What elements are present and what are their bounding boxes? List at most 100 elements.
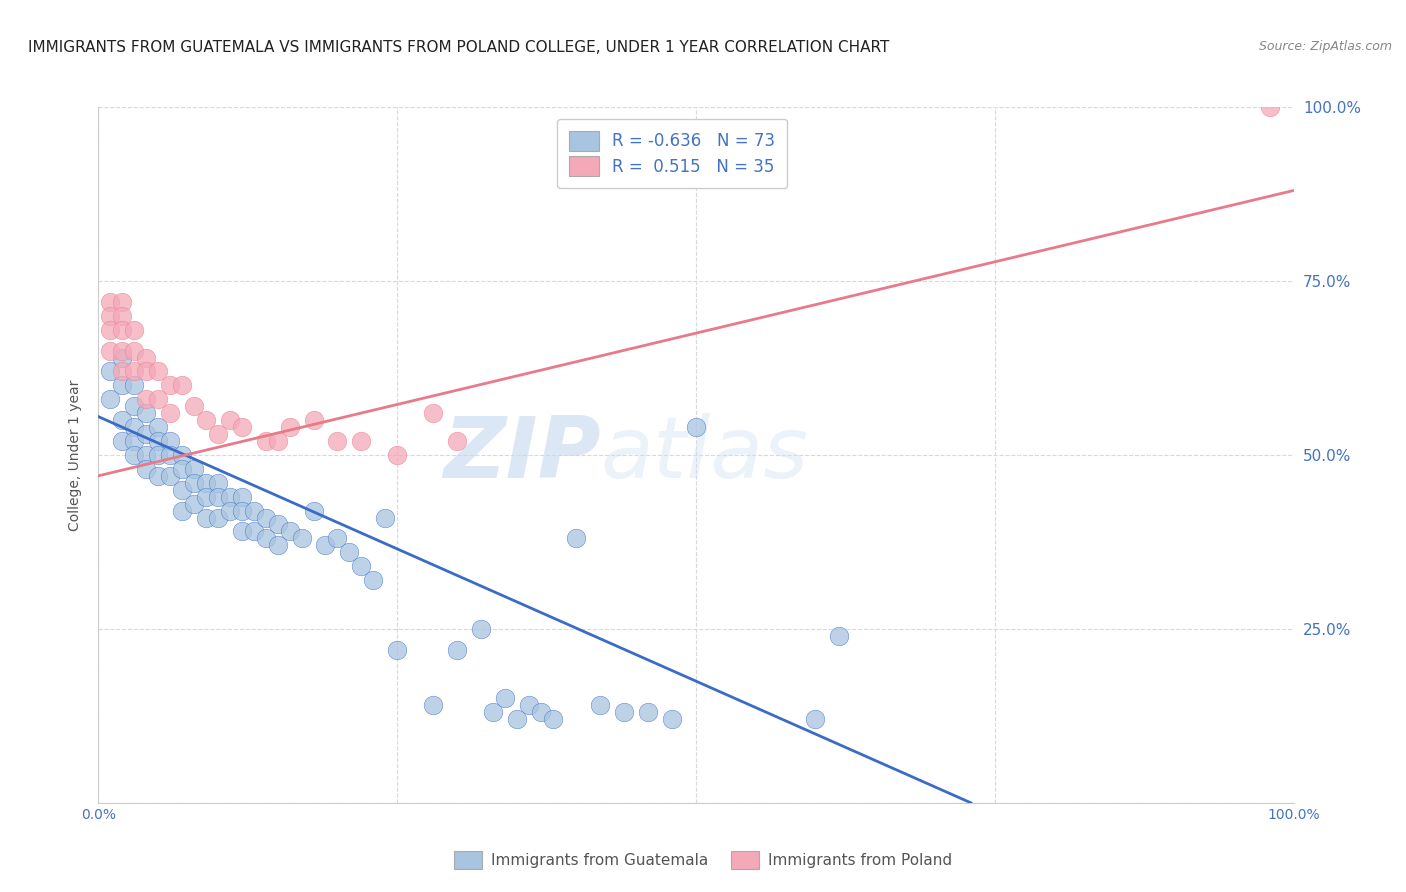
Point bbox=[124, 364, 146, 378]
Text: Source: ZipAtlas.com: Source: ZipAtlas.com bbox=[1258, 40, 1392, 54]
Text: ZIP: ZIP bbox=[443, 413, 600, 497]
Point bbox=[302, 503, 325, 517]
Point bbox=[195, 413, 218, 427]
Point bbox=[159, 406, 181, 420]
Point bbox=[159, 378, 181, 392]
Point bbox=[254, 532, 277, 546]
Point bbox=[111, 294, 134, 309]
Point bbox=[124, 434, 146, 448]
Point bbox=[111, 378, 134, 392]
Point bbox=[98, 323, 122, 337]
Point bbox=[183, 497, 205, 511]
Point bbox=[159, 468, 181, 483]
Point bbox=[291, 532, 314, 546]
Point bbox=[363, 573, 385, 587]
Point bbox=[613, 706, 636, 720]
Point bbox=[231, 524, 253, 539]
Legend: Immigrants from Guatemala, Immigrants from Poland: Immigrants from Guatemala, Immigrants fr… bbox=[449, 845, 957, 875]
Point bbox=[219, 413, 242, 427]
Point bbox=[219, 490, 242, 504]
Point bbox=[219, 503, 242, 517]
Point bbox=[98, 343, 122, 358]
Point bbox=[183, 462, 205, 476]
Text: atlas: atlas bbox=[600, 413, 808, 497]
Point bbox=[111, 351, 134, 365]
Point bbox=[207, 427, 229, 442]
Point bbox=[172, 378, 194, 392]
Point bbox=[267, 434, 290, 448]
Point bbox=[231, 503, 253, 517]
Point bbox=[530, 706, 553, 720]
Point bbox=[446, 642, 468, 657]
Point bbox=[481, 706, 505, 720]
Point bbox=[111, 323, 134, 337]
Point bbox=[172, 448, 194, 462]
Point bbox=[661, 712, 683, 726]
Point bbox=[254, 510, 277, 524]
Point bbox=[148, 448, 170, 462]
Point bbox=[172, 503, 194, 517]
Point bbox=[98, 294, 122, 309]
Point bbox=[1258, 100, 1281, 114]
Point bbox=[124, 378, 146, 392]
Point bbox=[111, 309, 134, 323]
Point bbox=[124, 448, 146, 462]
Point bbox=[148, 420, 170, 434]
Point bbox=[172, 483, 194, 497]
Point bbox=[315, 538, 337, 552]
Point bbox=[135, 406, 157, 420]
Point bbox=[350, 434, 373, 448]
Point bbox=[422, 406, 444, 420]
Point bbox=[828, 629, 851, 643]
Point bbox=[374, 510, 396, 524]
Point bbox=[685, 420, 707, 434]
Point bbox=[339, 545, 361, 559]
Point bbox=[148, 434, 170, 448]
Point bbox=[385, 448, 409, 462]
Point bbox=[111, 413, 134, 427]
Point bbox=[172, 462, 194, 476]
Point bbox=[326, 434, 349, 448]
Point bbox=[207, 475, 229, 490]
Point bbox=[589, 698, 612, 713]
Point bbox=[148, 468, 170, 483]
Point bbox=[148, 364, 170, 378]
Point bbox=[195, 490, 218, 504]
Point bbox=[159, 434, 181, 448]
Point bbox=[470, 622, 492, 636]
Point bbox=[565, 532, 588, 546]
Point bbox=[135, 427, 157, 442]
Point bbox=[98, 364, 122, 378]
Point bbox=[135, 351, 157, 365]
Point bbox=[278, 524, 301, 539]
Point bbox=[302, 413, 325, 427]
Point bbox=[135, 448, 157, 462]
Point bbox=[148, 392, 170, 407]
Point bbox=[326, 532, 349, 546]
Point bbox=[135, 392, 157, 407]
Point bbox=[254, 434, 277, 448]
Y-axis label: College, Under 1 year: College, Under 1 year bbox=[69, 379, 83, 531]
Point bbox=[267, 517, 290, 532]
Point bbox=[446, 434, 468, 448]
Point bbox=[267, 538, 290, 552]
Legend: R = -0.636   N = 73, R =  0.515   N = 35: R = -0.636 N = 73, R = 0.515 N = 35 bbox=[557, 119, 787, 188]
Point bbox=[98, 392, 122, 407]
Point bbox=[278, 420, 301, 434]
Point bbox=[124, 323, 146, 337]
Point bbox=[124, 399, 146, 413]
Point bbox=[243, 524, 266, 539]
Point bbox=[231, 420, 253, 434]
Point bbox=[207, 490, 229, 504]
Point bbox=[135, 364, 157, 378]
Point bbox=[506, 712, 529, 726]
Point bbox=[135, 462, 157, 476]
Point bbox=[124, 343, 146, 358]
Point bbox=[494, 691, 516, 706]
Point bbox=[111, 343, 134, 358]
Point bbox=[541, 712, 564, 726]
Point bbox=[159, 448, 181, 462]
Point bbox=[183, 399, 205, 413]
Point bbox=[385, 642, 409, 657]
Point bbox=[422, 698, 444, 713]
